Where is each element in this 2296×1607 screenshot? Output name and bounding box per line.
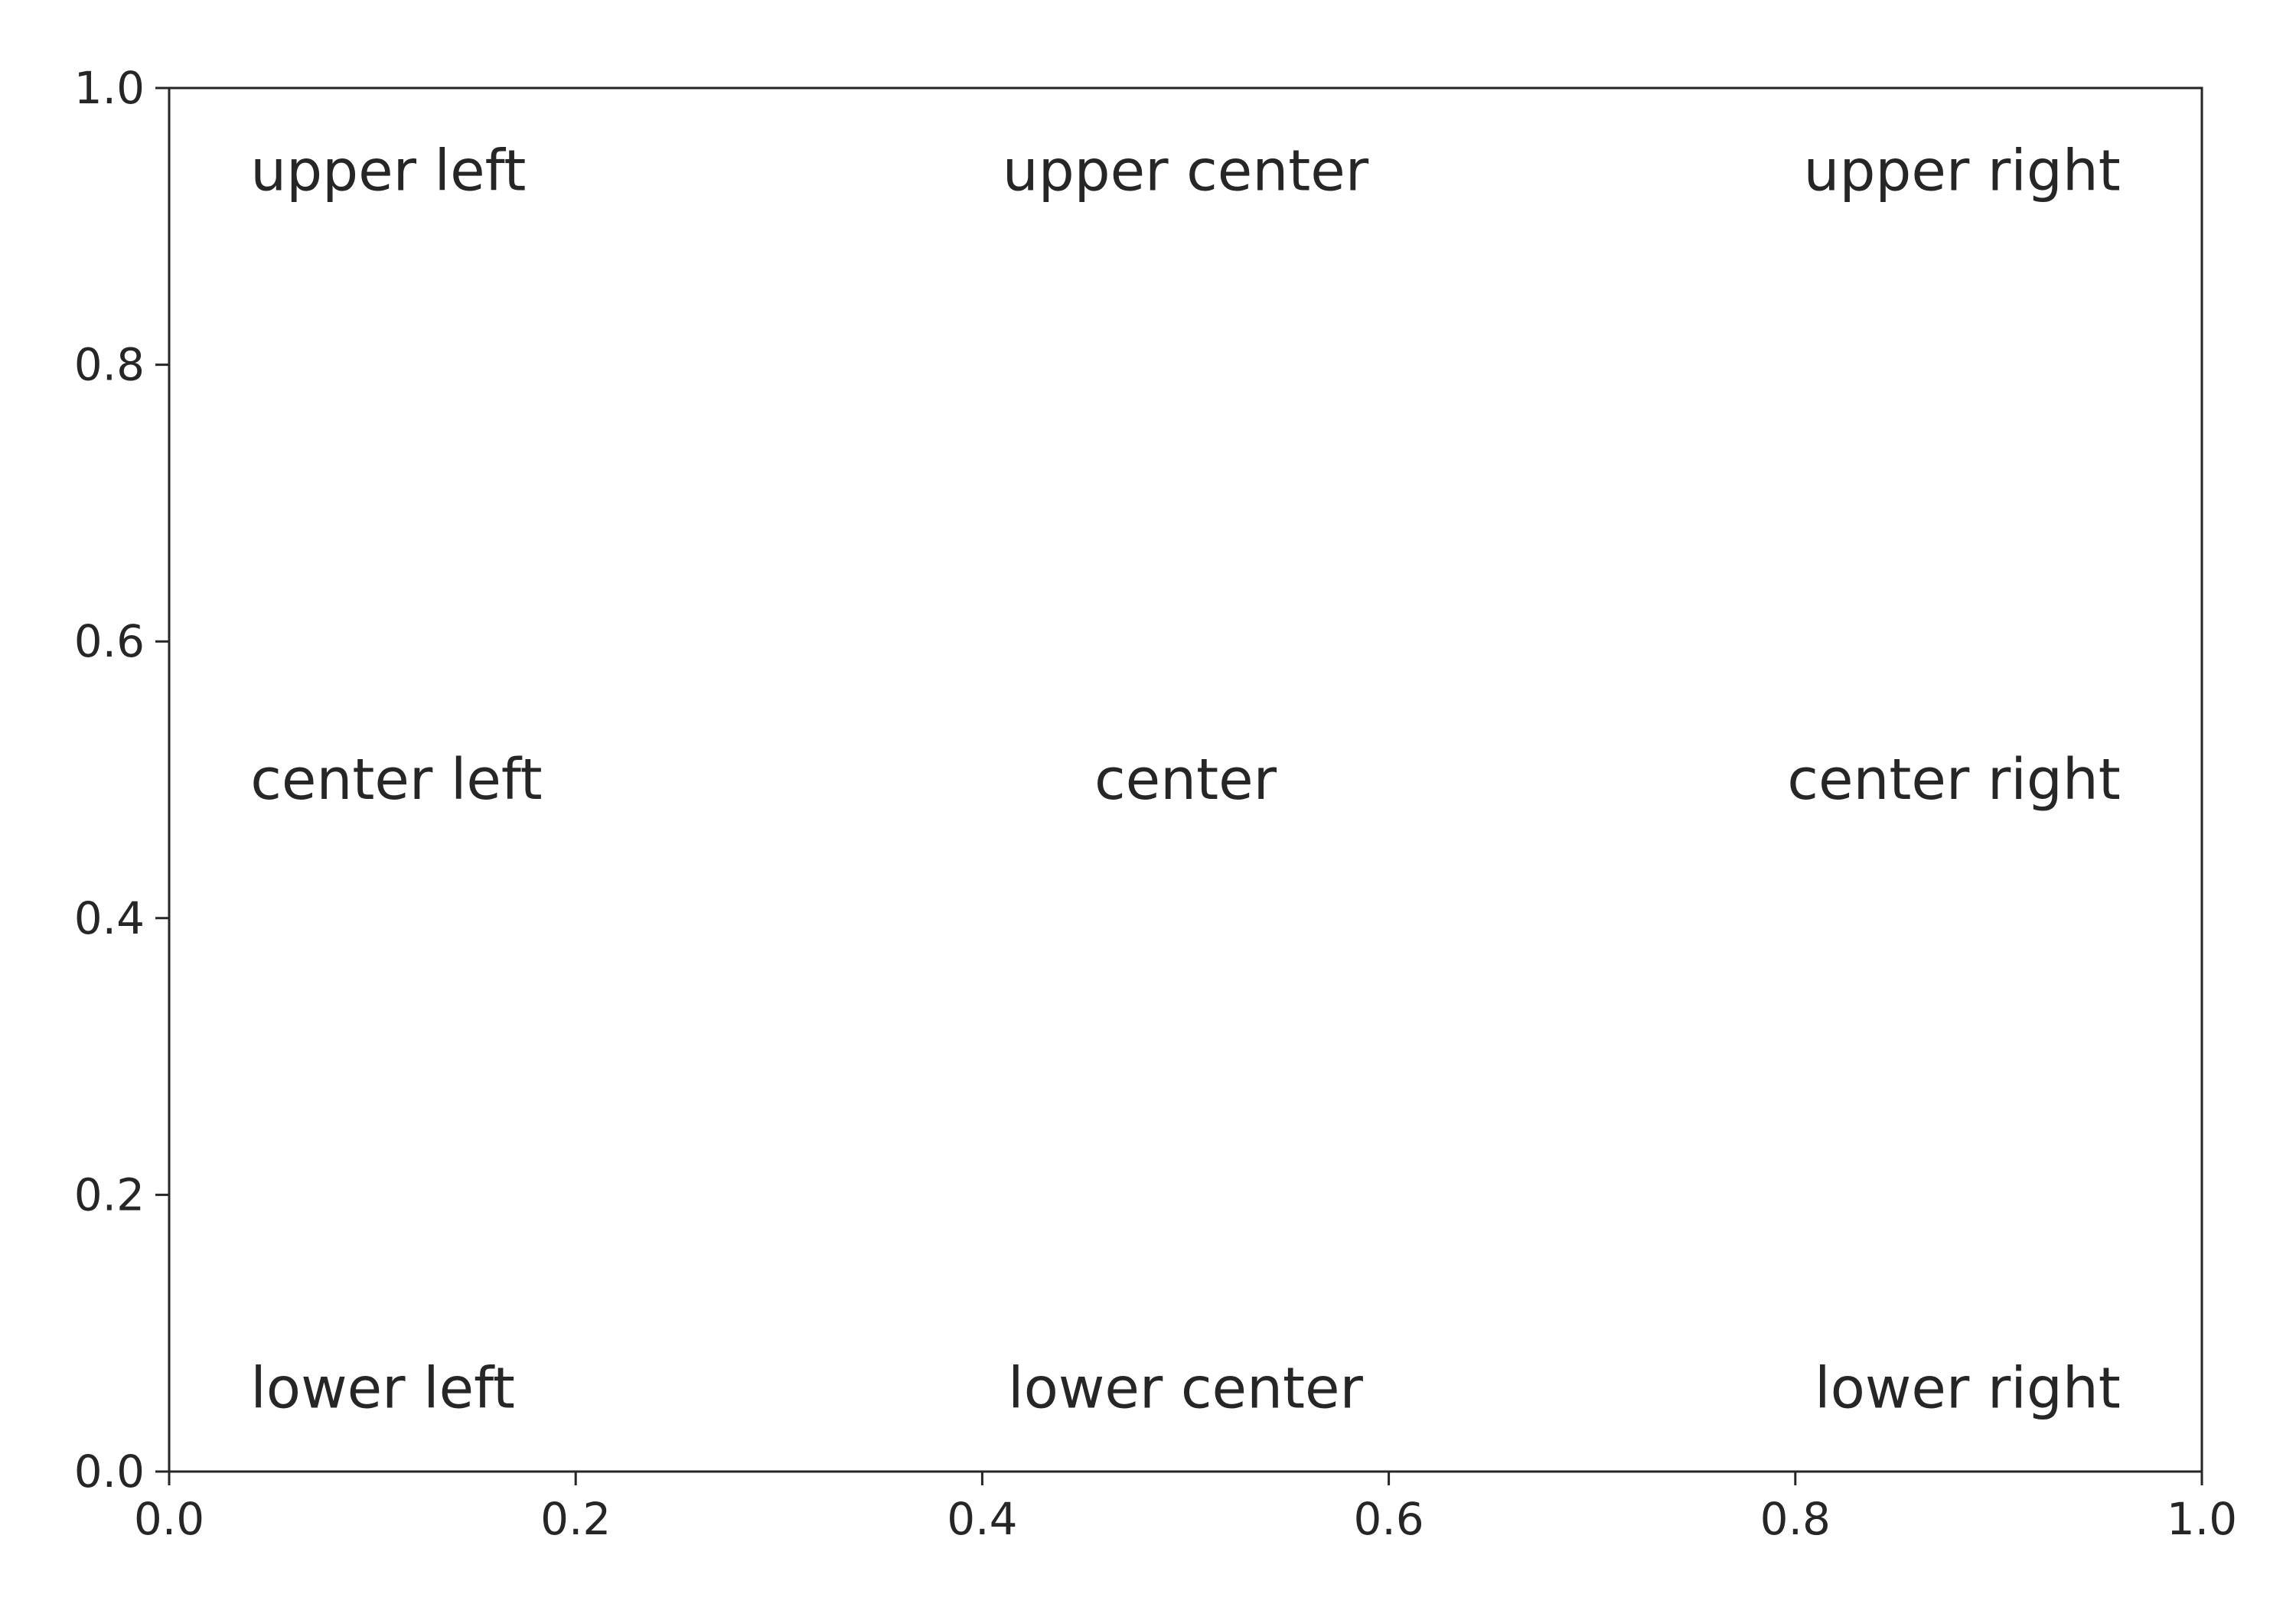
y-tick-label: 1.0 — [74, 62, 145, 114]
annotation-center: center — [1094, 747, 1277, 813]
y-axis: 0.0 0.2 0.4 0.6 0.8 1.0 — [74, 62, 169, 1498]
x-tick-label: 0.4 — [947, 1493, 1017, 1545]
y-tick-label: 0.2 — [74, 1169, 145, 1221]
y-tick-label: 0.8 — [74, 339, 145, 391]
annotation-lower-center: lower center — [1008, 1356, 1363, 1422]
annotation-upper-right: upper right — [1804, 138, 2121, 204]
annotations: upper left upper center upper right center … — [250, 138, 2121, 1421]
y-tick-label: 0.4 — [74, 892, 145, 944]
annotation-upper-center: upper center — [1003, 138, 1369, 204]
plot-area-frame — [168, 86, 2203, 1473]
x-tick-label: 0.2 — [540, 1493, 611, 1545]
annotation-center-left: center left — [250, 747, 542, 813]
annotation-lower-right: lower right — [1815, 1356, 2121, 1422]
x-tick-label: 0.0 — [134, 1493, 204, 1545]
x-tick-label: 1.0 — [2167, 1493, 2237, 1545]
x-tick-label: 0.8 — [1760, 1493, 1831, 1545]
x-tick-label: 0.6 — [1353, 1493, 1424, 1545]
annotation-lower-left: lower left — [250, 1356, 515, 1422]
x-axis: 0.0 0.2 0.4 0.6 0.8 1.0 — [134, 1472, 2237, 1545]
y-tick-label: 0.0 — [74, 1446, 145, 1498]
annotation-upper-left: upper left — [250, 138, 526, 204]
y-tick-label: 0.6 — [74, 615, 145, 667]
annotation-center-right: center right — [1787, 747, 2120, 813]
